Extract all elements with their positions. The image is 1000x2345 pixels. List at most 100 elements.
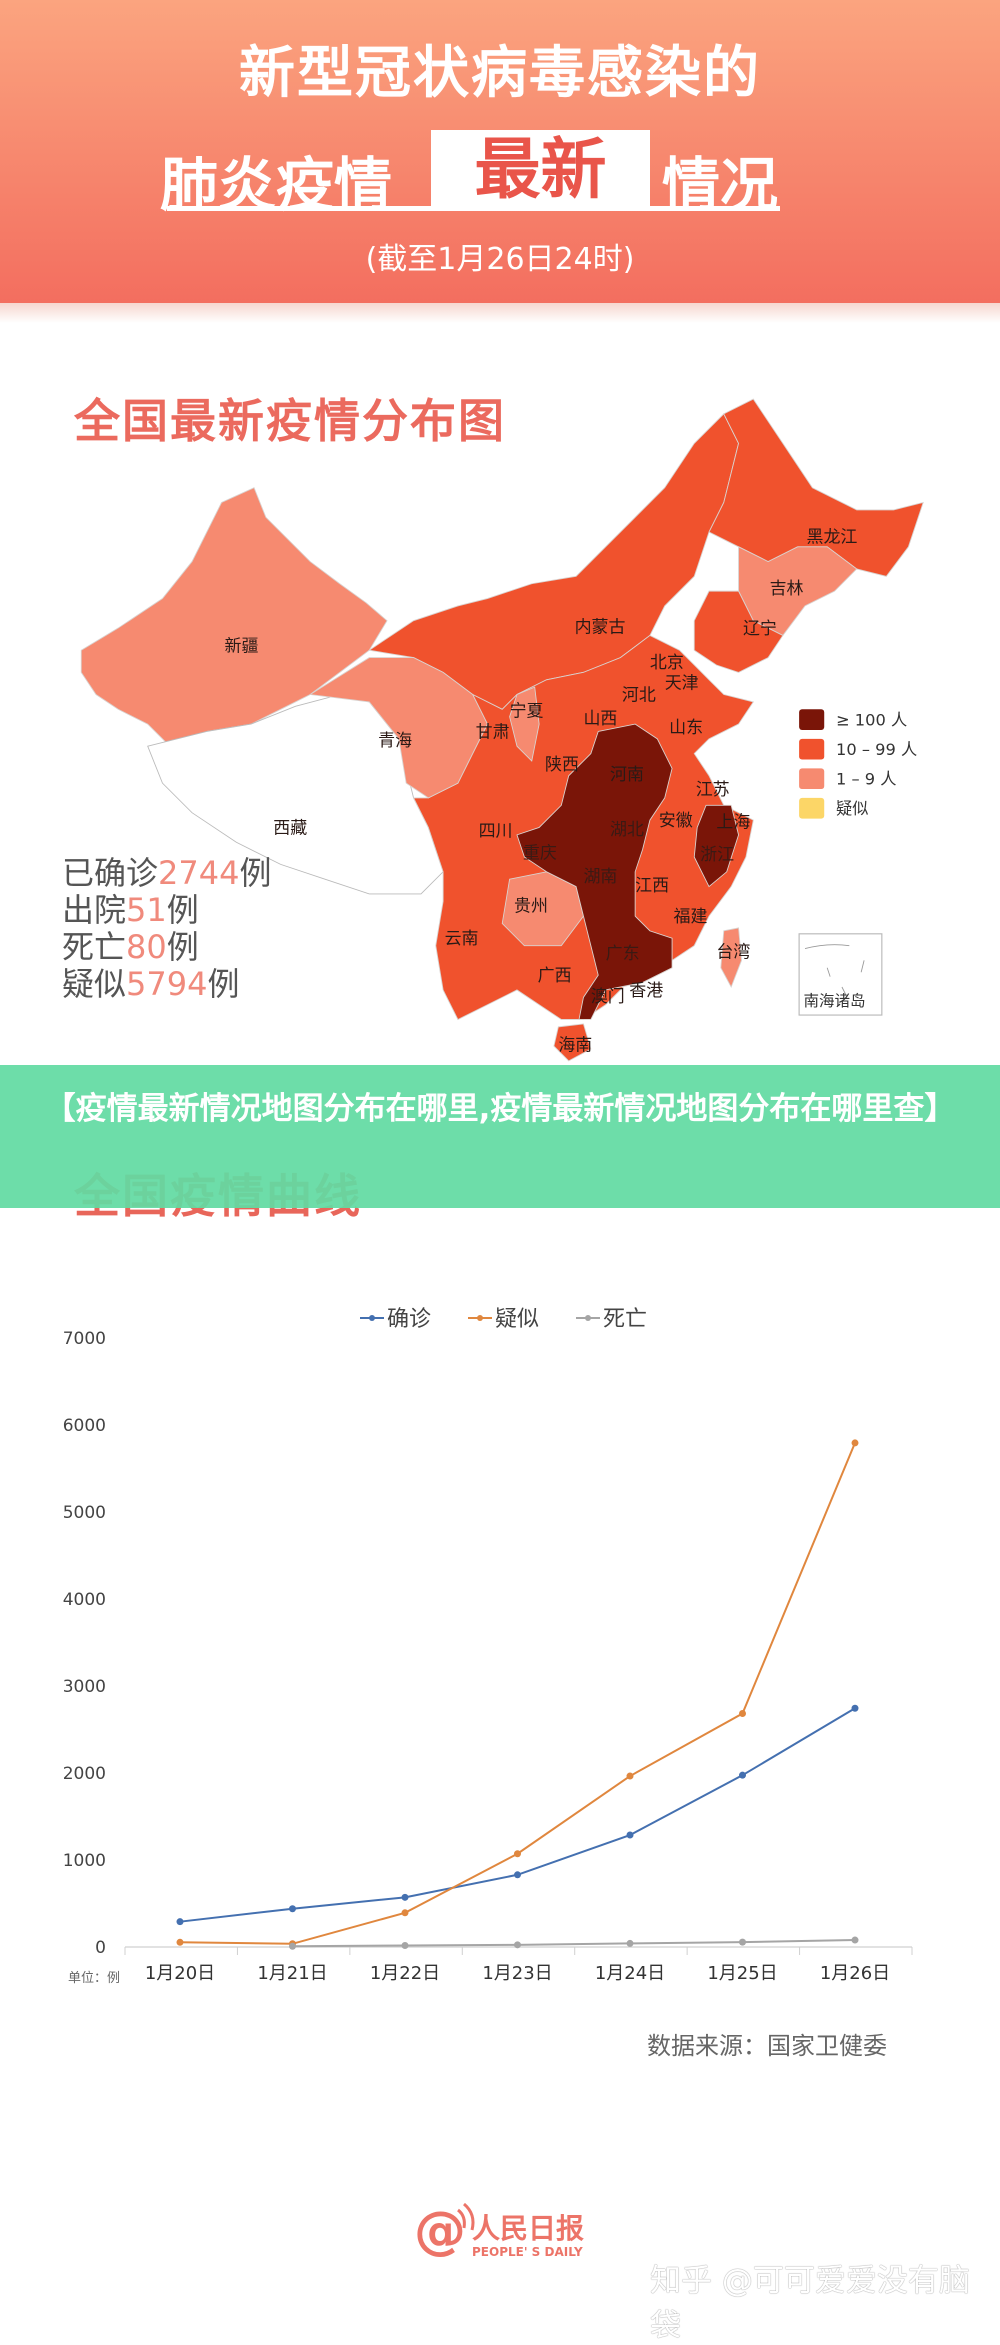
legend-label: 1 – 9 人 xyxy=(836,770,897,789)
label-guangxi: 广西 xyxy=(538,966,572,986)
province-ningxia xyxy=(509,686,540,762)
stats-summary: 已确诊2744例 出院51例 死亡80例 疑似5794例 xyxy=(62,855,271,1003)
legend-marker xyxy=(369,1315,375,1321)
label-hubei: 湖北 xyxy=(610,820,644,840)
legend-label: 死亡 xyxy=(603,1307,647,1332)
header-shadow xyxy=(0,303,1000,323)
province-liaoning xyxy=(693,590,784,673)
series-line-确诊 xyxy=(179,1707,856,1923)
label-heilongjiang: 黑龙江 xyxy=(806,527,857,547)
province-heilongjiang xyxy=(708,398,924,577)
label-liaoning: 辽宁 xyxy=(743,619,777,639)
label-xianggang: 香港 xyxy=(629,981,663,1001)
label-jilin: 吉林 xyxy=(770,579,804,599)
legend-swatch-suspected xyxy=(799,797,825,819)
label-taiwan: 台湾 xyxy=(716,942,750,962)
map-title: 全国最新疫情分布图 xyxy=(74,394,506,448)
x-tick-label: 1月24日 xyxy=(595,1963,665,1984)
label-shandong: 山东 xyxy=(669,718,703,738)
x-tick-label: 1月25日 xyxy=(707,1963,777,1984)
legend-label: 10 – 99 人 xyxy=(836,740,917,759)
data-point xyxy=(514,1850,521,1858)
logo-subtext: PEOPLE' S DAILY xyxy=(472,2245,583,2259)
label-yunnan: 云南 xyxy=(445,929,479,949)
label-neimenggu: 内蒙古 xyxy=(575,617,626,637)
label-chongqing: 重庆 xyxy=(523,843,557,863)
data-point xyxy=(851,1704,859,1712)
y-tick-label: 7000 xyxy=(63,1329,106,1349)
x-tick-label: 1月21日 xyxy=(257,1963,327,1984)
data-source: 数据来源：国家卫健委 xyxy=(647,2032,887,2060)
data-point xyxy=(739,1709,746,1717)
chart-legend: 确诊 疑似 死亡 xyxy=(360,1307,647,1332)
label-guangdong: 广东 xyxy=(606,944,640,964)
stat-recovered: 出院51例 xyxy=(62,891,199,929)
region-hubei-core xyxy=(516,723,673,1020)
x-tick-label: 1月20日 xyxy=(145,1963,215,1984)
legend-marker xyxy=(477,1315,483,1321)
data-point xyxy=(176,1938,184,1946)
stat-confirmed: 已确诊2744例 xyxy=(62,854,272,892)
label-hebei: 河北 xyxy=(622,685,656,705)
legend-swatch-ge100 xyxy=(799,709,825,730)
chart-series xyxy=(176,1439,859,1950)
data-point xyxy=(401,1893,409,1901)
label-anhui: 安徽 xyxy=(659,811,693,831)
logo-text: 人民日报 xyxy=(472,2212,584,2245)
headline-underline xyxy=(167,206,780,211)
legend-label: 疑似 xyxy=(495,1307,539,1332)
data-point xyxy=(514,1941,521,1949)
south-china-sea-inset: 南海诸岛 xyxy=(798,933,883,1016)
province-taiwan xyxy=(720,927,742,989)
label-jiangsu: 江苏 xyxy=(696,780,730,800)
headline-subtitle: (截至1月26日24时) xyxy=(365,242,635,277)
y-axis: 0 1000 2000 3000 4000 5000 6000 7000 xyxy=(63,1329,106,1958)
province-zhejiang xyxy=(693,804,740,888)
headline-highlight: 最新 xyxy=(474,131,607,208)
stat-suspected: 疑似5794例 xyxy=(62,965,240,1003)
label-zhejiang: 浙江 xyxy=(700,845,734,865)
label-shanxi: 山西 xyxy=(583,709,617,729)
label-ningxia: 宁夏 xyxy=(510,702,544,722)
province-qinghai xyxy=(308,657,488,799)
label-sichuan: 四川 xyxy=(479,821,513,841)
y-tick-label: 6000 xyxy=(63,1416,106,1436)
data-point xyxy=(626,1772,634,1780)
x-tick-label: 1月23日 xyxy=(482,1963,552,1984)
data-point xyxy=(739,1771,746,1779)
y-tick-label: 1000 xyxy=(63,1851,106,1871)
label-xinjiang: 新疆 xyxy=(225,637,259,657)
article-title-banner: 【疫情最新情况地图分布在哪里,疫情最新情况地图分布在哪里查】 xyxy=(0,1065,1000,1208)
y-tick-label: 0 xyxy=(95,1938,106,1958)
label-gansu: 甘肃 xyxy=(476,722,510,742)
data-point xyxy=(514,1871,521,1879)
series-line-疑似 xyxy=(179,1442,856,1945)
map-legend: ≥ 100 人 10 – 99 人 1 – 9 人 疑似 xyxy=(799,709,917,819)
inset-label: 南海诸岛 xyxy=(804,992,866,1010)
data-point xyxy=(851,1439,859,1447)
label-beijing: 北京 xyxy=(650,653,684,673)
label-xizang: 西藏 xyxy=(273,818,307,838)
label-fujian: 福建 xyxy=(674,907,708,927)
y-tick-label: 4000 xyxy=(63,1590,106,1610)
china-map: 黑龙江 吉林 辽宁 内蒙古 北京 天津 河北 新疆 宁夏 山西 山东 甘肃 青海… xyxy=(80,398,924,1062)
data-point xyxy=(176,1918,184,1926)
legend-label: 疑似 xyxy=(836,799,868,818)
x-tick-label: 1月22日 xyxy=(370,1963,440,1984)
label-qinghai: 青海 xyxy=(378,731,412,751)
x-axis: 1月20日 1月21日 1月22日 1月23日 1月24日 1月25日 1月26日 xyxy=(124,1946,913,1984)
label-aomen: 澳门 xyxy=(591,987,625,1007)
zhihu-watermark: 知乎 @可可爱爱没有脑袋 xyxy=(650,2263,970,2344)
data-point xyxy=(851,1936,859,1944)
data-point xyxy=(401,1942,409,1950)
label-hunan: 湖南 xyxy=(583,867,617,887)
y-tick-label: 2000 xyxy=(63,1764,106,1784)
label-henan: 河南 xyxy=(610,765,644,785)
data-point xyxy=(401,1909,409,1917)
y-tick-label: 3000 xyxy=(63,1677,106,1697)
headline-highlight-box: 最新 xyxy=(431,130,650,210)
data-point xyxy=(739,1938,746,1946)
x-tick-label: 1月26日 xyxy=(820,1963,890,1984)
legend-label: 确诊 xyxy=(387,1307,431,1332)
legend-swatch-1-9 xyxy=(799,768,825,790)
